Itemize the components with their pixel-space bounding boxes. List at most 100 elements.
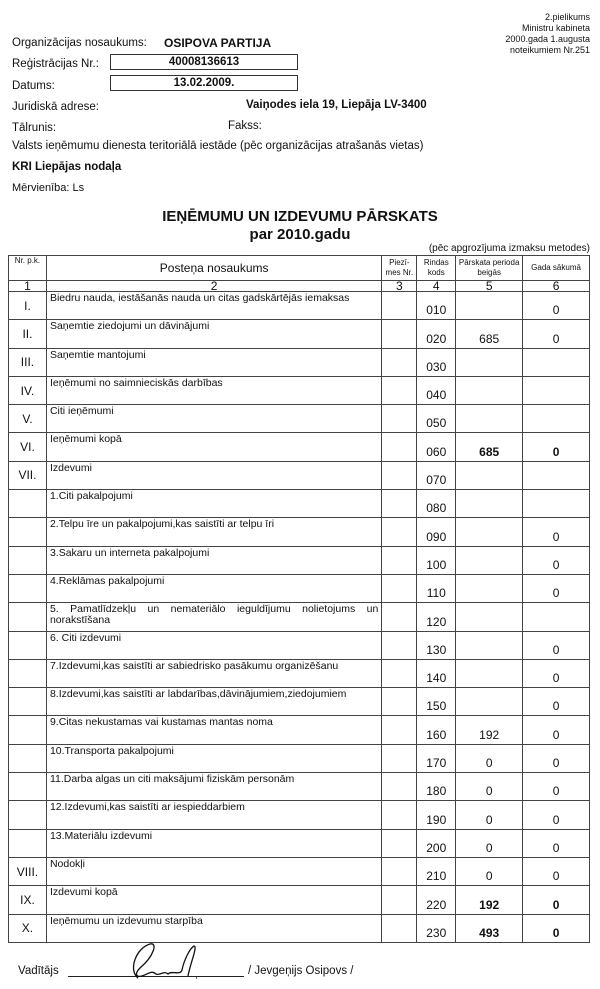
row-year-start	[522, 489, 590, 519]
row-name: Ieņēmumu un izdevumu starpība	[45, 913, 383, 943]
row-notes	[381, 602, 418, 632]
table-row: 12.Izdevumi,kas saistīti ar iespieddarbi…	[8, 800, 590, 830]
row-notes	[381, 715, 418, 745]
row-year-start	[522, 347, 590, 377]
row-name: 3.Sakaru un interneta pakalpojumi	[45, 545, 383, 575]
row-number	[8, 658, 47, 689]
row-number: V.	[8, 404, 47, 434]
row-code: 170	[416, 743, 457, 774]
row-notes	[381, 290, 418, 321]
row-code: 130	[416, 630, 457, 660]
row-code: 110	[416, 573, 457, 604]
row-period-end	[455, 573, 524, 604]
row-name: Ieņēmumi kopā	[45, 432, 383, 462]
signature-label: Vadītājs	[18, 965, 59, 977]
row-year-start	[522, 375, 590, 406]
row-code: 050	[416, 404, 457, 434]
row-notes	[381, 404, 418, 434]
row-number	[8, 489, 47, 519]
row-notes	[381, 489, 418, 519]
address-value: Vaiņodes iela 19, Liepāja LV-3400	[246, 99, 427, 111]
row-number	[8, 517, 47, 547]
row-period-end: 685	[455, 432, 524, 462]
row-name: 8.Izdevumi,kas saistīti ar labdarības,dā…	[45, 687, 383, 717]
row-period-end: 493	[455, 913, 524, 943]
row-notes	[381, 460, 418, 491]
row-notes	[381, 687, 418, 717]
table-row: 10.Transporta pakalpojumi 170 0 0	[8, 743, 590, 774]
row-name: Saņemtie mantojumi	[45, 347, 383, 377]
row-name: 12.Izdevumi,kas saistīti ar iespieddarbi…	[45, 800, 383, 830]
row-year-start: 0	[522, 658, 590, 689]
row-number: VII.	[8, 460, 47, 491]
row-year-start: 0	[522, 687, 590, 717]
row-notes	[381, 375, 418, 406]
row-number: III.	[8, 347, 47, 377]
row-name: 6. Citi izdevumi	[45, 630, 383, 660]
row-code: 030	[416, 347, 457, 377]
report-table: Nr. p.k. Posteņa nosaukums Piezī-mes Nr.…	[8, 255, 590, 943]
row-notes	[381, 347, 418, 377]
row-period-end	[455, 545, 524, 575]
column-number-row: 1 2 3 4 5 6	[8, 280, 590, 292]
table-row: 7.Izdevumi,kas saistīti ar sabiedrisko p…	[8, 658, 590, 689]
table-row: 4.Reklāmas pakalpojumi 110 0	[8, 573, 590, 604]
row-notes	[381, 658, 418, 689]
row-notes	[381, 772, 418, 802]
row-name: Biedru nauda, iestāšanās nauda un citas …	[45, 290, 383, 321]
row-period-end: 0	[455, 828, 524, 858]
table-row: 8.Izdevumi,kas saistīti ar labdarības,dā…	[8, 687, 590, 717]
row-code: 230	[416, 913, 457, 943]
row-number: IV.	[8, 375, 47, 406]
row-code: 120	[416, 602, 457, 632]
row-name: Saņemtie ziedojumi un dāvinājumi	[45, 319, 383, 349]
row-year-start: 0	[522, 856, 590, 887]
row-number	[8, 602, 47, 632]
row-number: VIII.	[8, 856, 47, 887]
header-code: Rindas kods	[416, 255, 457, 281]
row-period-end: 685	[455, 319, 524, 349]
row-number: I.	[8, 290, 47, 321]
signature-image	[133, 943, 197, 979]
vid-office: KRI Liepājas nodaļa	[12, 161, 122, 173]
phone-label: Tālrunis:	[12, 122, 57, 134]
row-number	[8, 772, 47, 802]
row-code: 140	[416, 658, 457, 689]
reg-label: Reģistrācijas Nr.:	[12, 58, 99, 70]
table-row: VIII. Nodokļi 210 0 0	[8, 856, 590, 887]
row-name: Izdevumi kopā	[45, 885, 383, 915]
table-row: IV. Ieņēmumi no saimnieciskās darbības 040	[8, 375, 590, 406]
row-number	[8, 800, 47, 830]
col-number: 5	[455, 280, 524, 292]
row-name: 9.Citas nekustamas vai kustamas mantas n…	[45, 715, 383, 745]
row-year-start: 0	[522, 432, 590, 462]
table-row: II. Saņemtie ziedojumi un dāvinājumi 020 68…	[8, 319, 590, 349]
row-code: 220	[416, 885, 457, 915]
header-row: Nr. p.k. Posteņa nosaukums Piezī-mes Nr.…	[8, 255, 590, 281]
row-notes	[381, 743, 418, 774]
row-number: IX.	[8, 885, 47, 915]
table-row: 9.Citas nekustamas vai kustamas mantas n…	[8, 715, 590, 745]
row-period-end	[455, 404, 524, 434]
row-code: 020	[416, 319, 457, 349]
row-notes	[381, 319, 418, 349]
unit: Mērvienība: Ls	[12, 182, 85, 194]
table-row: 3.Sakaru un interneta pakalpojumi 100 0	[8, 545, 590, 575]
row-number: VI.	[8, 432, 47, 462]
date-label: Datums:	[12, 80, 55, 92]
table-row: V. Citi ieņēmumi 050	[8, 404, 590, 434]
table-row: 2.Telpu īre un pakalpojumi,kas saistīti …	[8, 517, 590, 547]
row-period-end: 0	[455, 856, 524, 887]
col-number: 1	[8, 280, 47, 292]
row-code: 090	[416, 517, 457, 547]
row-period-end: 0	[455, 800, 524, 830]
row-name: 4.Reklāmas pakalpojumi	[45, 573, 383, 604]
row-period-end: 192	[455, 885, 524, 915]
org-name: OSIPOVA PARTIJA	[164, 36, 272, 50]
row-name: 10.Transporta pakalpojumi	[45, 743, 383, 774]
table-row: I. Biedru nauda, iestāšanās nauda un cita…	[8, 290, 590, 321]
report-subtitle: par 2010.gadu	[249, 226, 351, 243]
row-year-start: 0	[522, 800, 590, 830]
row-period-end	[455, 658, 524, 689]
row-notes	[381, 573, 418, 604]
